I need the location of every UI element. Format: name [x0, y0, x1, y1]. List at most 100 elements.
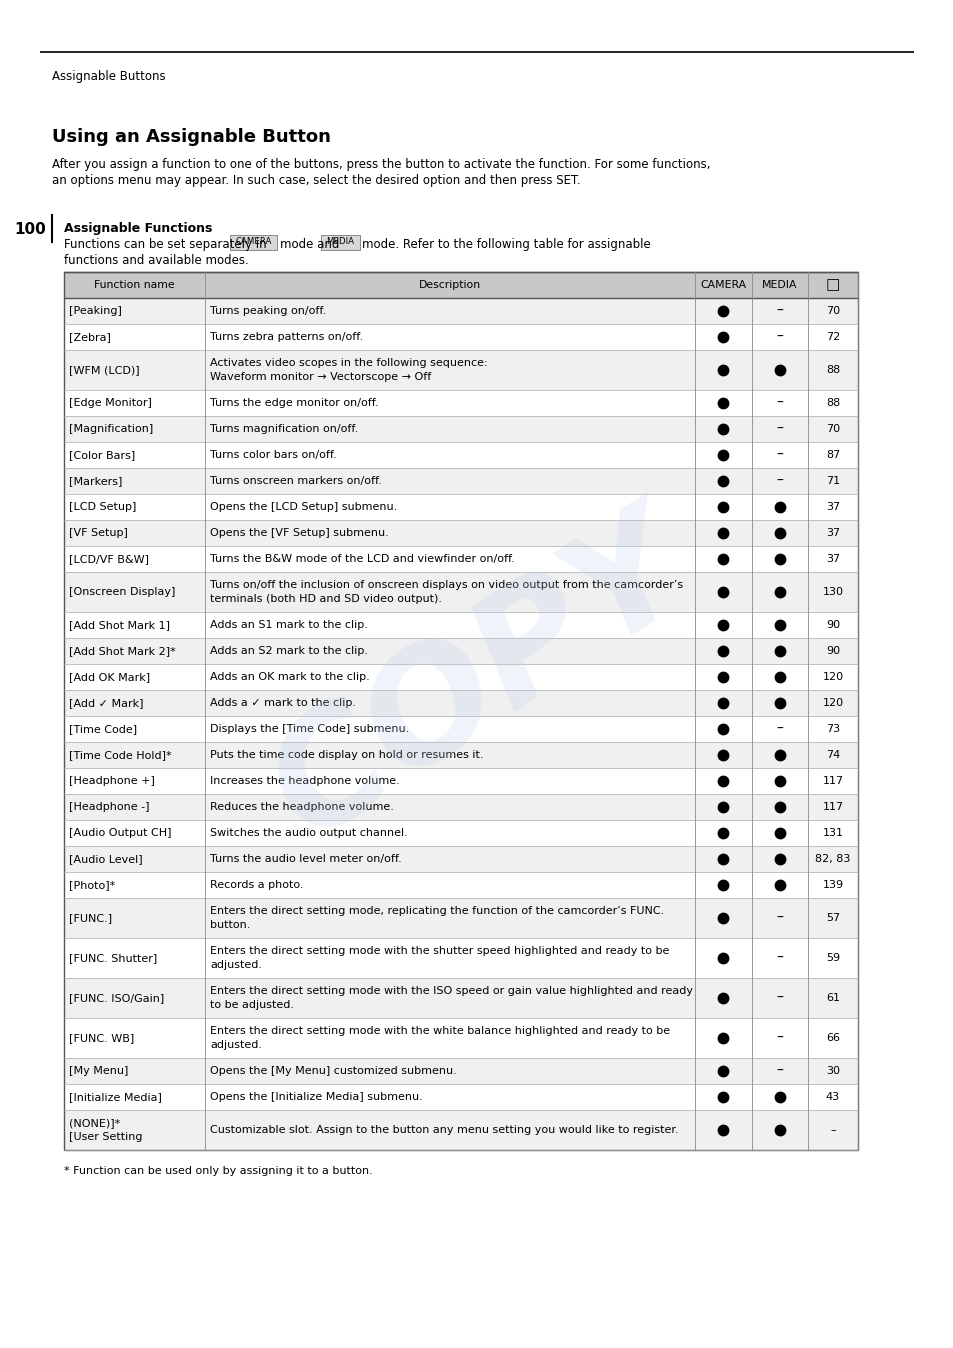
Text: MEDIA: MEDIA — [761, 280, 797, 290]
Text: Turns zebra patterns on/off.: Turns zebra patterns on/off. — [210, 332, 363, 342]
Text: 88: 88 — [825, 365, 840, 375]
Text: Adds an S2 mark to the clip.: Adds an S2 mark to the clip. — [210, 646, 368, 656]
Text: * Function can be used only by assigning it to a button.: * Function can be used only by assigning… — [64, 1166, 373, 1175]
Text: Function name: Function name — [94, 280, 174, 290]
Text: [Add Shot Mark 2]*: [Add Shot Mark 2]* — [69, 646, 175, 656]
Text: [Headphone +]: [Headphone +] — [69, 776, 154, 786]
Text: –: – — [829, 1126, 835, 1135]
Bar — [64, 390, 857, 417]
Bar — [64, 638, 857, 665]
Text: –: – — [776, 396, 782, 410]
Text: Functions can be set separately in: Functions can be set separately in — [64, 239, 266, 251]
Text: –: – — [776, 950, 782, 965]
Text: 87: 87 — [825, 450, 840, 460]
Text: –: – — [776, 991, 782, 1006]
Text: [FUNC.]: [FUNC.] — [69, 913, 112, 923]
Text: [Magnification]: [Magnification] — [69, 425, 153, 434]
Bar — [64, 847, 857, 872]
Text: CAMERA: CAMERA — [235, 237, 272, 247]
Text: Switches the audio output channel.: Switches the audio output channel. — [210, 828, 407, 838]
Text: Puts the time code display on hold or resumes it.: Puts the time code display on hold or re… — [210, 749, 483, 760]
Text: 100: 100 — [14, 222, 46, 237]
Bar — [64, 493, 857, 520]
Text: –: – — [776, 723, 782, 736]
Text: [FUNC. WB]: [FUNC. WB] — [69, 1033, 134, 1043]
Text: Description: Description — [418, 280, 480, 290]
Bar — [64, 1084, 857, 1109]
Text: Turns color bars on/off.: Turns color bars on/off. — [210, 450, 336, 460]
Bar — [64, 741, 857, 768]
Text: Enters the direct setting mode with the white balance highlighted and ready to b: Enters the direct setting mode with the … — [210, 1026, 669, 1037]
Text: [Color Bars]: [Color Bars] — [69, 450, 135, 460]
Bar — [64, 768, 857, 794]
Bar — [64, 716, 857, 741]
Bar — [64, 979, 857, 1018]
Text: 37: 37 — [825, 528, 840, 538]
Text: 74: 74 — [825, 749, 840, 760]
Text: Adds an OK mark to the clip.: Adds an OK mark to the clip. — [210, 673, 370, 682]
Text: 59: 59 — [825, 953, 840, 962]
Text: [Time Code]: [Time Code] — [69, 724, 137, 735]
Text: 66: 66 — [825, 1033, 840, 1043]
Text: 120: 120 — [821, 698, 842, 708]
Bar — [64, 690, 857, 716]
Text: 37: 37 — [825, 554, 840, 563]
Text: –: – — [776, 911, 782, 925]
FancyBboxPatch shape — [320, 235, 359, 249]
Bar — [64, 350, 857, 390]
Text: Enters the direct setting mode with the ISO speed or gain value highlighted and : Enters the direct setting mode with the … — [210, 985, 692, 996]
Text: [User Setting: [User Setting — [69, 1131, 142, 1142]
Bar — [64, 272, 857, 298]
Text: 131: 131 — [821, 828, 842, 838]
Text: Increases the headphone volume.: Increases the headphone volume. — [210, 776, 399, 786]
Text: □: □ — [825, 278, 840, 293]
Text: 70: 70 — [825, 306, 840, 315]
Text: After you assign a function to one of the buttons, press the button to activate : After you assign a function to one of th… — [52, 158, 710, 171]
Text: Assignable Functions: Assignable Functions — [64, 222, 213, 235]
Text: [Initialize Media]: [Initialize Media] — [69, 1092, 162, 1103]
Text: [FUNC. Shutter]: [FUNC. Shutter] — [69, 953, 157, 962]
Text: 30: 30 — [825, 1066, 840, 1076]
Text: 72: 72 — [825, 332, 840, 342]
Text: [LCD Setup]: [LCD Setup] — [69, 501, 136, 512]
Text: Enters the direct setting mode, replicating the function of the camcorder’s FUNC: Enters the direct setting mode, replicat… — [210, 906, 663, 917]
Text: [FUNC. ISO/Gain]: [FUNC. ISO/Gain] — [69, 993, 164, 1003]
Text: mode. Refer to the following table for assignable: mode. Refer to the following table for a… — [362, 239, 651, 251]
Text: [Add Shot Mark 1]: [Add Shot Mark 1] — [69, 620, 170, 630]
Text: –: – — [776, 448, 782, 462]
Text: Turns on/off the inclusion of onscreen displays on video output from the camcord: Turns on/off the inclusion of onscreen d… — [210, 580, 682, 590]
Text: [Zebra]: [Zebra] — [69, 332, 111, 342]
Text: Waveform monitor → Vectorscope → Off: Waveform monitor → Vectorscope → Off — [210, 372, 431, 381]
FancyBboxPatch shape — [230, 235, 277, 249]
Bar — [64, 1058, 857, 1084]
Bar — [64, 520, 857, 546]
Text: adjusted.: adjusted. — [210, 960, 262, 971]
Text: Enters the direct setting mode with the shutter speed highlighted and ready to b: Enters the direct setting mode with the … — [210, 946, 669, 956]
Text: 90: 90 — [825, 646, 840, 656]
Text: [Audio Level]: [Audio Level] — [69, 855, 143, 864]
Text: Using an Assignable Button: Using an Assignable Button — [52, 128, 331, 146]
Bar — [64, 546, 857, 572]
Text: (NONE)]*: (NONE)]* — [69, 1119, 120, 1128]
Text: Opens the [My Menu] customized submenu.: Opens the [My Menu] customized submenu. — [210, 1066, 456, 1076]
Text: 120: 120 — [821, 673, 842, 682]
Text: Displays the [Time Code] submenu.: Displays the [Time Code] submenu. — [210, 724, 409, 735]
Text: Turns the audio level meter on/off.: Turns the audio level meter on/off. — [210, 855, 401, 864]
Text: [Add OK Mark]: [Add OK Mark] — [69, 673, 150, 682]
Text: 57: 57 — [825, 913, 840, 923]
Text: [VF Setup]: [VF Setup] — [69, 528, 128, 538]
Text: 70: 70 — [825, 425, 840, 434]
Text: [Edge Monitor]: [Edge Monitor] — [69, 398, 152, 408]
Text: [Add ✓ Mark]: [Add ✓ Mark] — [69, 698, 143, 708]
Text: Adds an S1 mark to the clip.: Adds an S1 mark to the clip. — [210, 620, 368, 630]
Text: 71: 71 — [825, 476, 840, 487]
Text: Turns onscreen markers on/off.: Turns onscreen markers on/off. — [210, 476, 381, 487]
Text: Turns magnification on/off.: Turns magnification on/off. — [210, 425, 358, 434]
Text: –: – — [776, 330, 782, 344]
Text: –: – — [776, 422, 782, 435]
Text: Turns the B&W mode of the LCD and viewfinder on/off.: Turns the B&W mode of the LCD and viewfi… — [210, 554, 515, 563]
Text: CAMERA: CAMERA — [700, 280, 746, 290]
Text: 139: 139 — [821, 880, 842, 890]
Bar — [64, 272, 857, 1150]
Text: –: – — [776, 305, 782, 318]
